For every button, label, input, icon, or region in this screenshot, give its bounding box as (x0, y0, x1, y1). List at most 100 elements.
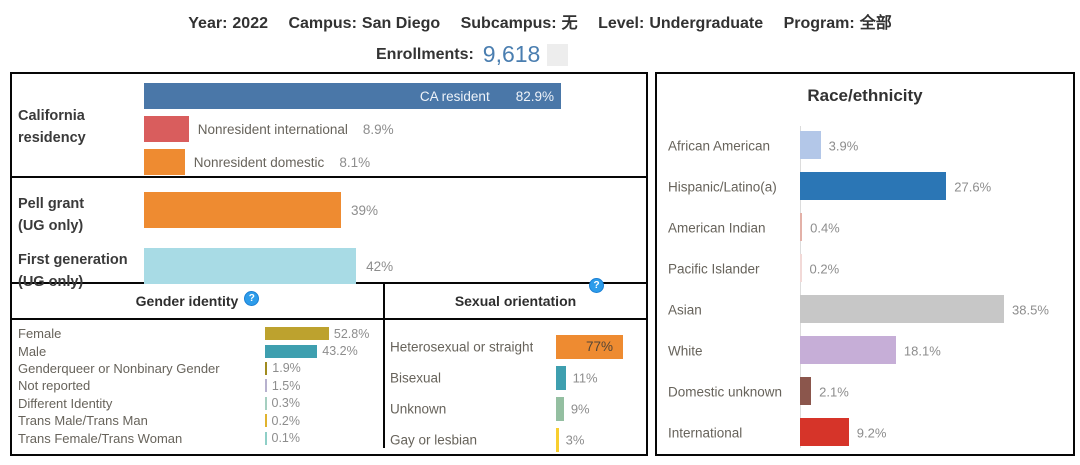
bar-value-label: 9% (570, 401, 590, 417)
residency-bar[interactable] (144, 149, 185, 175)
race-bar[interactable] (800, 295, 1005, 323)
bar-value-label: 2.1% (819, 384, 849, 399)
residency-row: Nonresident international 8.9% (144, 116, 561, 142)
race-bar[interactable] (800, 254, 802, 282)
bar-category-label: Male (18, 343, 47, 359)
bar-category-label: Bisexual (390, 370, 442, 386)
pell-grant-label: Pell grant (UG only) (18, 196, 85, 234)
residency-bar[interactable]: CA resident 82.9% (144, 83, 561, 109)
bar-value-label: 77% (585, 339, 613, 354)
bar-category-label: Nonresident domestic (193, 154, 325, 170)
bar-category-label: Heterosexual or straight (390, 339, 534, 355)
california-residency-label: California residency (18, 108, 86, 146)
gender-bar[interactable] (265, 379, 267, 393)
pell-firstgen-section: Pell grant (UG only) 39% First generatio… (12, 178, 646, 290)
gender-identity-header: Gender identity ? (12, 284, 385, 318)
bar-category-label: Genderqueer or Nonbinary Gender (18, 360, 220, 376)
bar-value-label: 43.2% (322, 344, 358, 359)
gender-bar[interactable] (265, 361, 268, 375)
bar-category-label: White (668, 343, 703, 358)
bar-value-label: 38.5% (1012, 302, 1049, 317)
gender-row: Not reported 1.5% (18, 377, 383, 394)
bar-value-label: 1.9% (272, 361, 301, 376)
sexual-orientation-bar[interactable] (556, 428, 559, 452)
filter-program-value: 全部 (859, 15, 892, 32)
race-row: Domestic unknown 2.1% (657, 371, 1073, 412)
filter-year-label: Year: (188, 15, 228, 32)
race-bar[interactable] (800, 131, 821, 159)
sexual-orientation-bar[interactable] (556, 335, 623, 359)
gender-row: Trans Female/Trans Woman 0.1% (18, 429, 383, 446)
race-row: International 9.2% (657, 412, 1073, 453)
bar-value-label: 0.4% (810, 220, 840, 235)
filter-campus-value: San Diego (361, 15, 441, 32)
gender-identity-title: Gender identity (135, 293, 239, 309)
sexual-orientation-bar[interactable] (556, 397, 564, 421)
bar-category-label: International (668, 425, 743, 440)
pell-grant-bar: 39% (144, 192, 378, 228)
race-axis-line (800, 126, 801, 448)
gender-row: Different Identity 0.3% (18, 395, 383, 412)
gender-bar[interactable] (265, 431, 267, 445)
sexual-orientation-row: Bisexual 11% (385, 366, 646, 390)
bar-category-label: Trans Male/Trans Man (18, 413, 148, 429)
race-ethnicity-chart: African American 3.9% Hispanic/Latino(a) 27… (657, 125, 1073, 453)
gender-row: Genderqueer or Nonbinary Gender 1.9% (18, 360, 383, 377)
gender-row: Male 43.2% (18, 342, 383, 359)
filter-year-value: 2022 (232, 15, 268, 32)
filter-subcampus-label: Subcampus: (460, 15, 557, 32)
sexual-orientation-help-icon[interactable]: ? (589, 278, 604, 293)
race-bar[interactable] (800, 213, 803, 241)
gender-bar[interactable] (265, 327, 329, 341)
bar-category-label: Different Identity (18, 395, 113, 411)
bar-value-label: 0.1% (271, 431, 301, 446)
bar-value-label: 1.5% (271, 378, 301, 393)
gender-sexual-headers: Gender identity ? Sexual orientation ? (12, 278, 646, 320)
first-generation-mark[interactable] (144, 248, 357, 284)
sexual-orientation-title: Sexual orientation (454, 293, 577, 309)
bar-category-label: Asian (668, 302, 702, 317)
gender-identity-chart: Female 52.8% Male 43.2% Genderqueer or Nonbi… (12, 320, 385, 448)
sexual-orientation-row: Unknown 9% (385, 397, 646, 421)
bar-value-label: 52.8% (333, 326, 370, 341)
california-residency-bars: CA resident 82.9% Nonresident internationa… (144, 83, 561, 182)
enrollments-highlight-swatch (547, 43, 569, 66)
gender-bar[interactable] (265, 344, 318, 358)
sexual-orientation-bar[interactable] (556, 366, 566, 390)
race-row: Asian 38.5% (657, 289, 1073, 330)
race-bar[interactable] (800, 336, 896, 364)
race-bar[interactable] (800, 418, 849, 446)
residency-row: Nonresident domestic 8.1% (144, 149, 561, 175)
bar-category-label: Domestic unknown (668, 384, 783, 399)
bar-category-label: African American (668, 138, 771, 153)
race-bar[interactable] (800, 172, 947, 200)
gender-bar[interactable] (265, 414, 267, 428)
residency-row: CA resident 82.9% (144, 83, 561, 109)
bar-value-label: 0.3% (271, 396, 301, 411)
race-row: Hispanic/Latino(a) 27.6% (657, 166, 1073, 207)
race-ethnicity-title: Race/ethnicity (807, 86, 923, 105)
gender-bar[interactable] (265, 396, 267, 410)
pell-grant-mark[interactable] (144, 192, 341, 228)
filter-program: Program: 全部 (784, 15, 892, 32)
left-panel: California residency CA resident 82.9% Non… (10, 72, 648, 456)
bar-category-label: Nonresident international (197, 121, 348, 137)
first-generation-label: First generation (UG only) (18, 252, 128, 290)
bar-category-label: American Indian (668, 220, 766, 235)
enrollments-label: Enrollments: (376, 45, 474, 63)
bar-value-label: 0.2% (271, 413, 301, 428)
filter-year: Year: 2022 (188, 15, 272, 32)
filter-level-label: Level: (598, 15, 645, 32)
bar-value-label: 27.6% (954, 179, 992, 194)
california-residency-section: California residency CA resident 82.9% Non… (12, 74, 646, 178)
residency-bar[interactable] (144, 116, 189, 142)
enrollments-value: 9,618 (482, 41, 541, 67)
gender-help-icon[interactable]: ? (244, 290, 260, 306)
filter-level-value: Undergraduate (649, 15, 764, 32)
race-row: White 18.1% (657, 330, 1073, 371)
filter-level: Level: Undergraduate (598, 15, 768, 32)
gender-row: Trans Male/Trans Man 0.2% (18, 412, 383, 429)
bar-value-label: 82.9% (515, 88, 554, 104)
race-bar[interactable] (800, 377, 812, 405)
